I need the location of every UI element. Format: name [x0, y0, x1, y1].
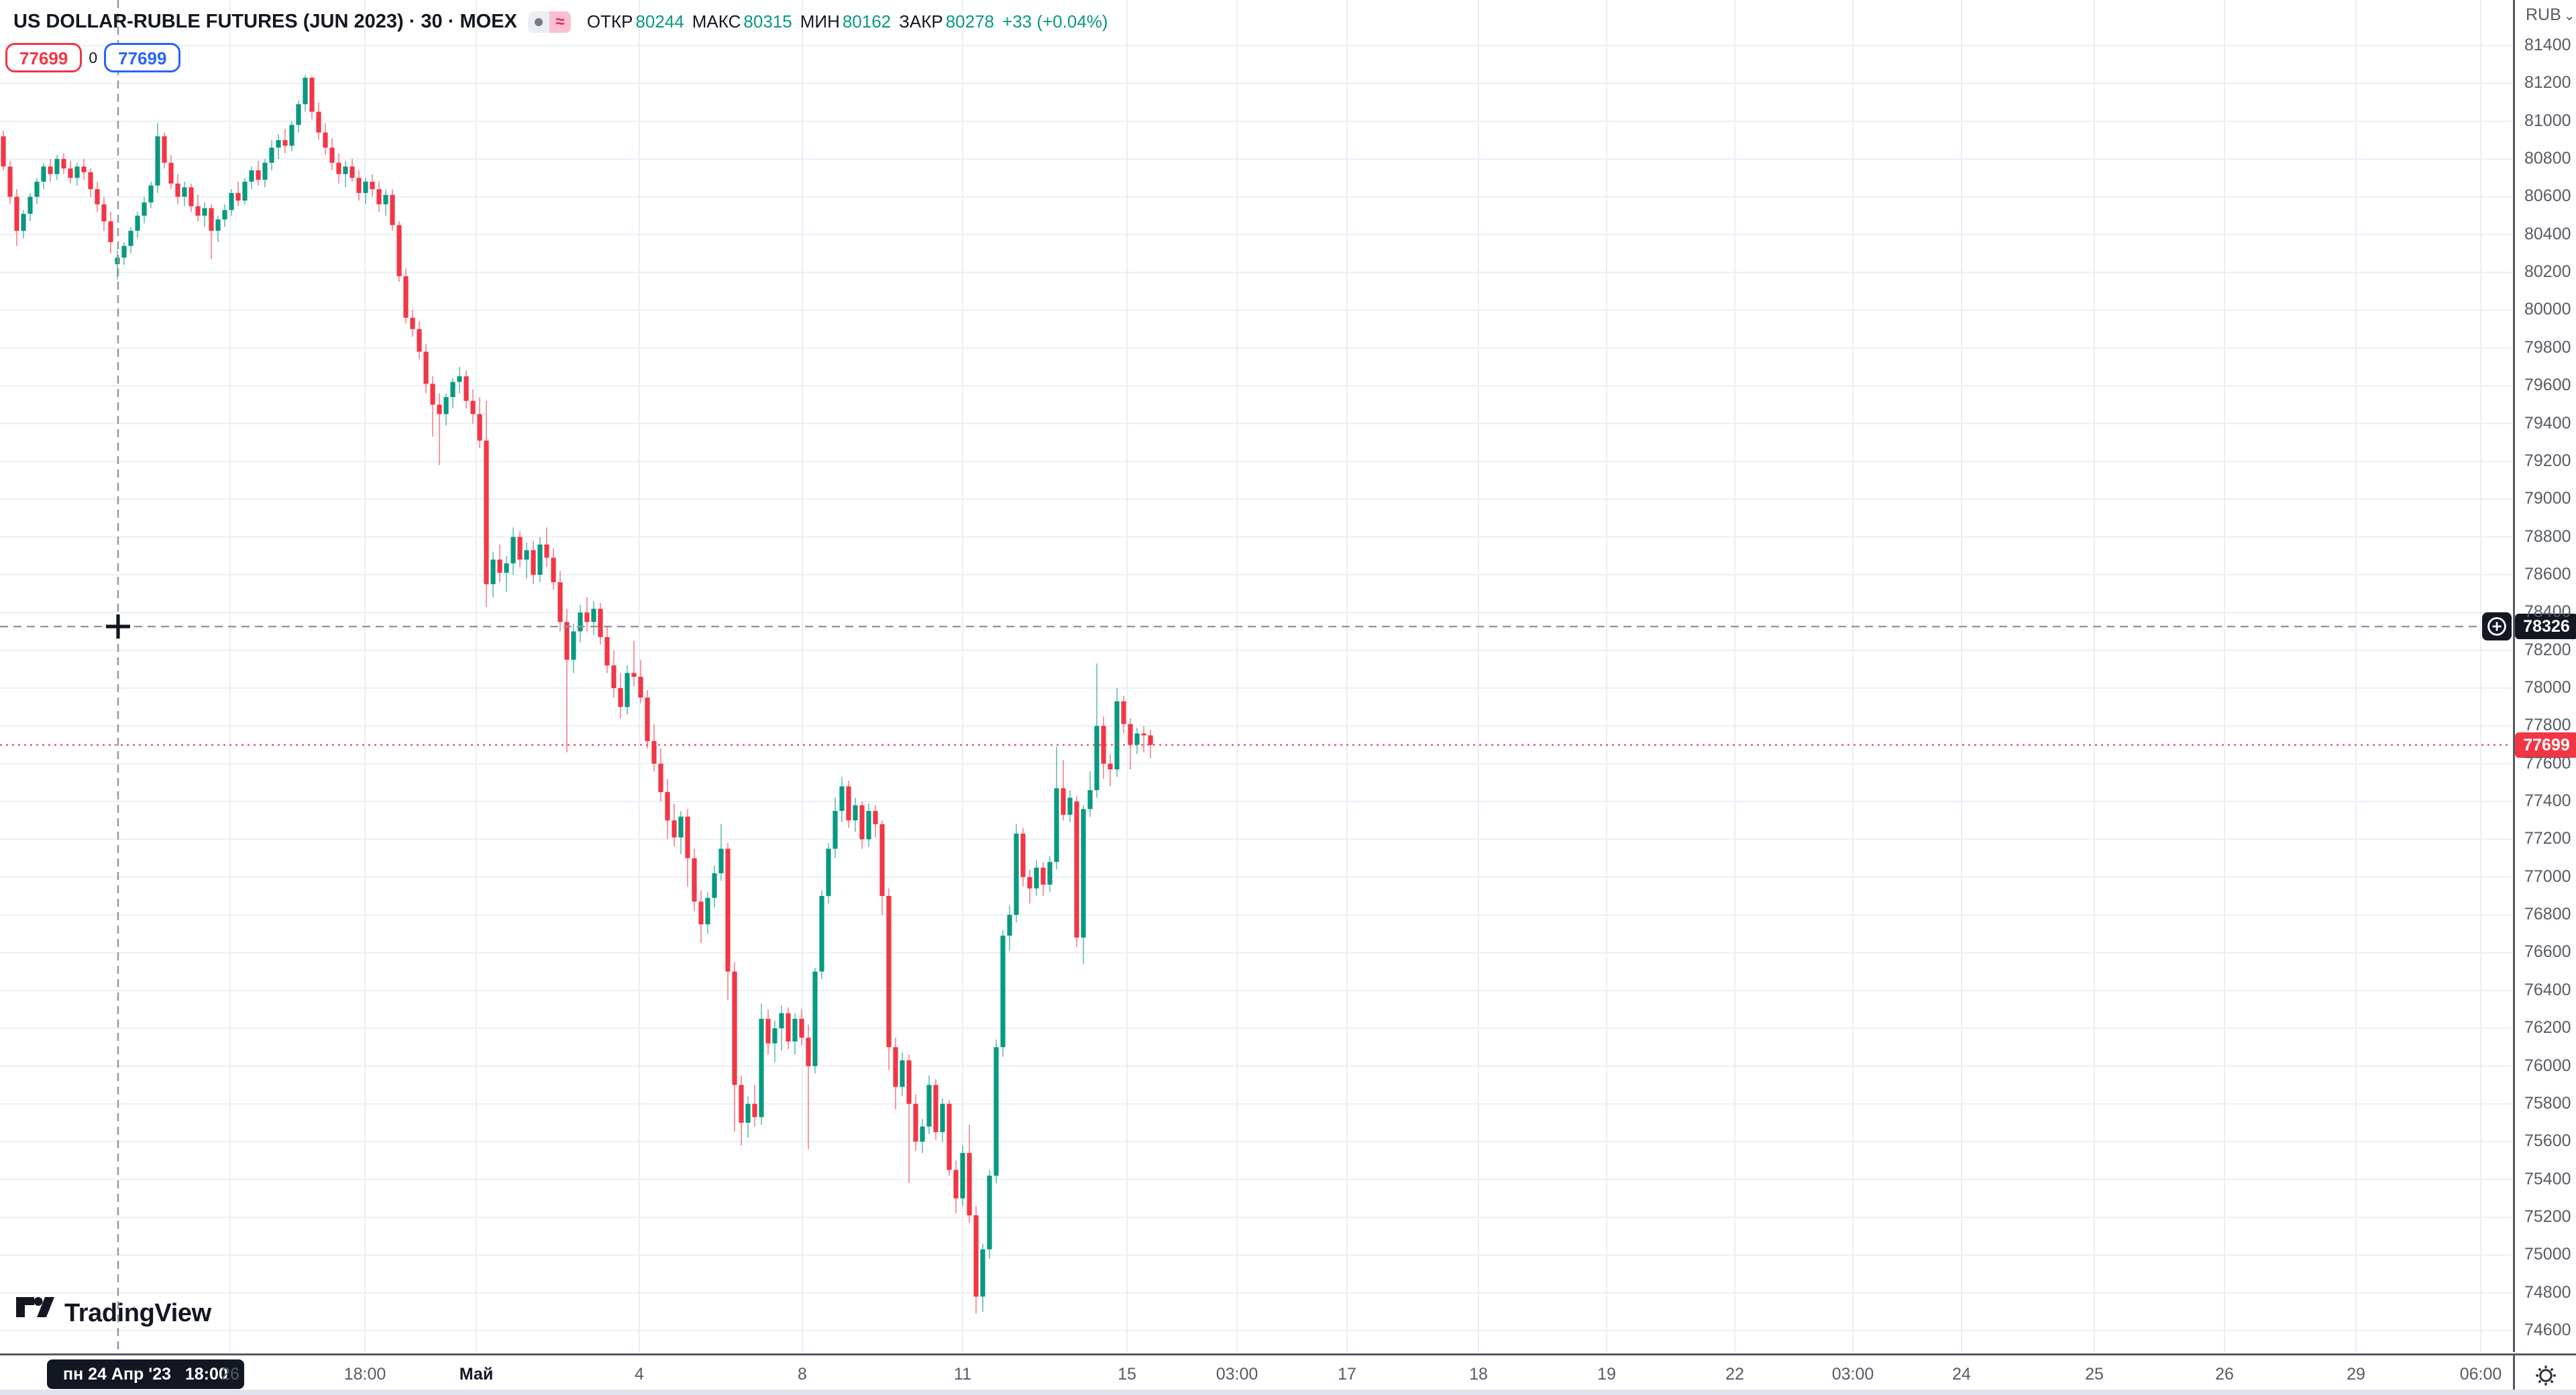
time-tick-label: 17 [1338, 1365, 1356, 1384]
price-tick-label: 81000 [2524, 111, 2571, 130]
change-value: +33 (+0.04%) [1002, 11, 1108, 32]
price-tick-label: 79600 [2524, 376, 2571, 395]
price-tick-label: 78400 [2524, 602, 2571, 622]
bottom-strip [0, 1390, 2576, 1395]
price-tick-label: 79000 [2524, 489, 2571, 508]
last-price-badge: 77699 [2515, 732, 2576, 758]
time-tick-label: 18 [1469, 1365, 1488, 1384]
time-tick-label: 03:00 [1831, 1365, 1874, 1384]
price-tick-label: 79800 [2524, 337, 2571, 357]
time-tick-label: 26 [2215, 1365, 2234, 1384]
price-tick-label: 76600 [2524, 942, 2571, 962]
axis-settings-corner[interactable] [2513, 1353, 2576, 1395]
chart-canvas[interactable] [0, 0, 2513, 1352]
time-tick-label: 06:00 [2459, 1365, 2502, 1384]
high-label: МАКС [692, 11, 741, 32]
axis-currency-switcher[interactable]: RUB ⌄ [2526, 5, 2575, 24]
price-tick-label: 75600 [2524, 1131, 2571, 1151]
buy-button[interactable]: 77699 [104, 43, 181, 72]
price-tick-label: 79200 [2524, 451, 2571, 470]
tradingview-logo-icon [16, 1297, 54, 1317]
time-tick-label: Май [459, 1365, 494, 1384]
gear-icon [2535, 1365, 2556, 1386]
price-tick-label: 76400 [2524, 980, 2571, 999]
price-tick-label: 78000 [2524, 678, 2571, 697]
price-tick-label: 75400 [2524, 1169, 2571, 1188]
price-tick-label: 77400 [2524, 791, 2571, 811]
candles [1, 74, 1153, 1314]
chevron-down-icon: ⌄ [2563, 9, 2575, 23]
price-tick-label: 74600 [2524, 1321, 2571, 1339]
price-tick-label: 77800 [2524, 716, 2571, 735]
price-tick-label: 78800 [2524, 526, 2571, 546]
approx-flag-icon[interactable]: ≈ [549, 11, 571, 33]
quantity-label[interactable]: 0 [89, 48, 98, 66]
crosshair-marker-icon [106, 614, 130, 639]
crosshair-price-badge: 78326 [2515, 614, 2576, 640]
time-tick-label: 26 [221, 1365, 239, 1384]
price-tick-label: 80200 [2524, 262, 2571, 282]
add-order-plus-button[interactable] [2482, 612, 2512, 641]
open-label: ОТКР [586, 11, 633, 32]
price-tick-label: 80800 [2524, 149, 2571, 168]
chart-header: US DOLLAR-RUBLE FUTURES (JUN 2023) · 30 … [13, 11, 1108, 33]
price-tick-label: 75000 [2524, 1245, 2571, 1264]
price-tick-label: 74800 [2524, 1282, 2571, 1302]
high-value: 80315 [743, 11, 792, 32]
price-tick-label: 77200 [2524, 829, 2571, 848]
price-tick-label: 78200 [2524, 640, 2571, 659]
time-tick-label: 03:00 [1216, 1365, 1258, 1384]
crosshair [0, 0, 2512, 1352]
price-tick-label: 75200 [2524, 1207, 2571, 1226]
low-value: 80162 [842, 11, 892, 32]
price-tick-label: 81400 [2524, 36, 2571, 54]
time-tick-label: 18:00 [343, 1365, 386, 1384]
time-tick-label: 11 [954, 1365, 971, 1384]
symbol-flags[interactable]: ≈ [527, 11, 571, 33]
sell-button[interactable]: 77699 [5, 43, 83, 72]
price-tick-label: 76800 [2524, 905, 2571, 924]
gridlines [0, 0, 2512, 1352]
price-tick-label: 77600 [2524, 753, 2571, 773]
price-tick-label: 80400 [2524, 224, 2571, 243]
price-tick-label: 76200 [2524, 1018, 2571, 1038]
time-tick-label: 19 [1597, 1365, 1616, 1384]
close-value: 80278 [945, 11, 995, 32]
time-tick-label: 29 [2347, 1365, 2365, 1384]
price-tick-label: 79400 [2524, 413, 2571, 433]
price-axis[interactable]: RUB ⌄ 78326 77699 74600 74800 75000 75200 754… [2513, 0, 2576, 1352]
time-tick-label: 15 [1118, 1365, 1136, 1384]
price-tick-label: 80000 [2524, 300, 2571, 319]
price-tick-label: 80600 [2524, 186, 2571, 206]
tradingview-logo[interactable]: TradingView [16, 1296, 211, 1331]
price-tick-label: 76000 [2524, 1056, 2571, 1075]
low-label: МИН [800, 11, 840, 32]
time-tick-label: 8 [798, 1365, 807, 1384]
price-tick-label: 81200 [2524, 73, 2571, 93]
circle-plus-icon [2487, 617, 2506, 636]
symbol-title[interactable]: US DOLLAR-RUBLE FUTURES (JUN 2023) · 30 … [13, 11, 517, 32]
ohlc-readout: ОТКР 80244 МАКС 80315 МИН 80162 ЗАКР 802… [587, 11, 1108, 32]
time-tick-label: 24 [1952, 1365, 1971, 1384]
close-label: ЗАКР [899, 11, 943, 32]
price-tick-label: 77000 [2524, 867, 2571, 886]
time-axis[interactable]: пн 24 Апр '23 18:00 26 18:00 Май 4 8 11 15 03:0… [0, 1353, 2513, 1395]
time-tick-label: 4 [635, 1365, 644, 1384]
dot-flag-icon[interactable] [527, 11, 549, 33]
bid-ask-row: 77699 0 77699 [5, 43, 181, 72]
time-tick-label: 22 [1725, 1365, 1744, 1384]
tradingview-logo-text: TradingView [64, 1298, 211, 1327]
open-value: 80244 [635, 11, 684, 32]
price-tick-label: 75800 [2524, 1093, 2571, 1113]
crosshair-time-badge: пн 24 Апр '23 18:00 [47, 1359, 244, 1389]
price-tick-label: 78600 [2524, 564, 2571, 583]
time-tick-label: 25 [2085, 1365, 2104, 1384]
